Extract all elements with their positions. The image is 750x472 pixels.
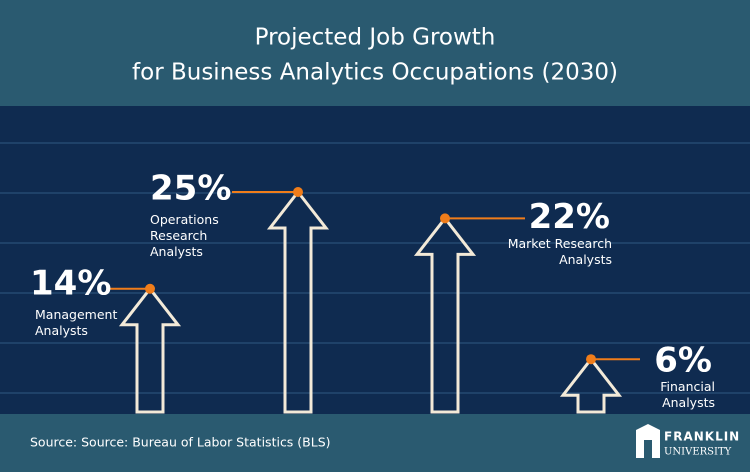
callout-dot (440, 213, 450, 224)
logo-text: FRANKLIN (664, 430, 740, 444)
grid (0, 142, 750, 394)
arrow (118, 286, 182, 414)
source: Source: Source: Bureau of Labor Statisti… (30, 435, 331, 450)
logo-icon (636, 424, 660, 458)
value-label: 25% (150, 169, 231, 209)
category-label: Financial Analysts (660, 379, 715, 411)
logo-text: UNIVERSITY (664, 447, 732, 458)
value-label: 6% (654, 341, 712, 381)
category-label: Management Analysts (35, 306, 118, 338)
arrow (413, 215, 477, 414)
chart-title: Projected Job Growth (255, 25, 496, 51)
callout-dot (145, 283, 155, 294)
category-label: Operations Research Analysts (150, 212, 219, 259)
footer-band (0, 414, 750, 472)
callout-dot (586, 354, 596, 365)
arrow (559, 356, 623, 414)
header-band (0, 0, 750, 106)
chart-title: for Business Analytics Occupations (2030… (132, 60, 618, 86)
value-label: 14% (30, 263, 111, 303)
category-label: Market Research Analysts (507, 236, 612, 268)
value-label: 22% (529, 197, 610, 237)
arrow (266, 189, 330, 414)
callout-dot (293, 187, 303, 197)
